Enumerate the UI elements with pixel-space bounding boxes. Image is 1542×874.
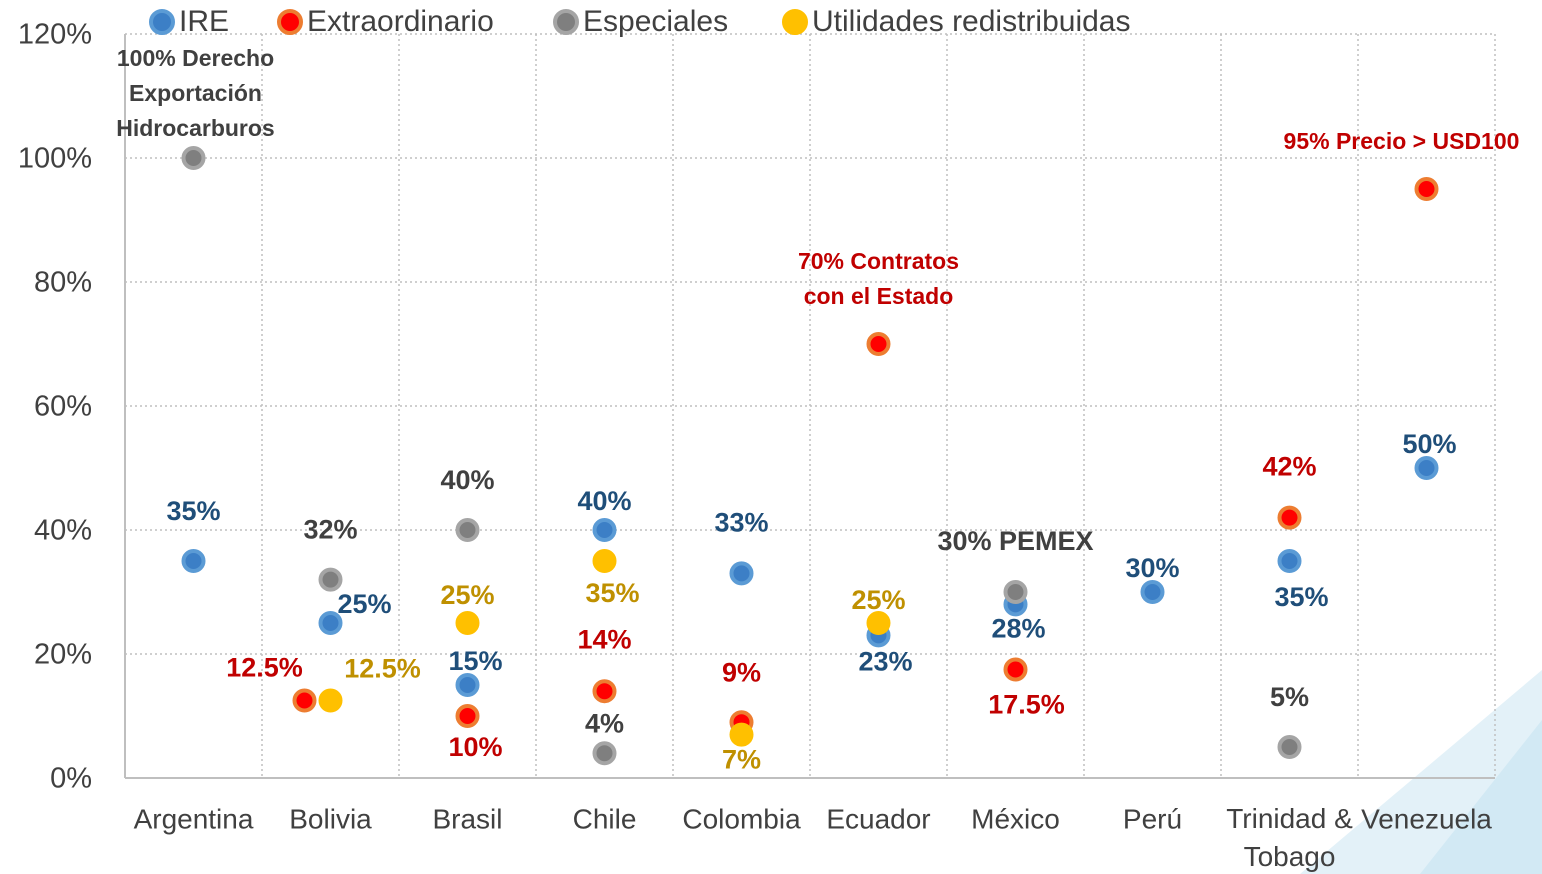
y-tick-label: 100%: [18, 143, 92, 175]
point: [1414, 177, 1439, 201]
point: [181, 146, 206, 170]
data-label: 5%: [1270, 682, 1309, 712]
point: [1277, 549, 1302, 573]
x-tick-label: Chile: [573, 803, 637, 834]
annotation: con el Estado: [804, 283, 954, 309]
data-label: 17.5%: [988, 690, 1065, 720]
point: [592, 741, 617, 766]
data-label: 35%: [585, 578, 639, 608]
data-label: 14%: [577, 624, 631, 654]
point: [318, 688, 343, 713]
y-tick-label: 0%: [50, 763, 92, 795]
data-label: 12.5%: [344, 654, 421, 684]
point: [592, 679, 617, 704]
data-label: 15%: [448, 646, 502, 676]
point: [1277, 735, 1302, 759]
y-tick-label: 40%: [34, 515, 92, 547]
point: [181, 549, 206, 573]
x-tick-label: Brasil: [432, 803, 502, 834]
data-label: 12.5%: [226, 653, 303, 683]
decoration: [1420, 720, 1542, 874]
data-label: 35%: [166, 496, 220, 526]
point: [729, 722, 754, 747]
data-label: 50%: [1402, 429, 1456, 459]
x-tick-label: Venezuela: [1361, 803, 1492, 834]
data-label: 33%: [714, 508, 768, 538]
legend-marker: [782, 9, 808, 35]
data-label: 30% PEMEX: [937, 526, 1093, 556]
point: [318, 611, 343, 635]
legend-label: Utilidades redistribuidas: [812, 5, 1131, 38]
annotation: Hidrocarburos: [116, 115, 274, 141]
point: [292, 688, 317, 713]
point: [1414, 456, 1439, 480]
data-label: 40%: [577, 486, 631, 516]
point: [455, 611, 480, 635]
legend-marker: [277, 9, 303, 35]
legend-marker: [149, 9, 175, 35]
data-label: 32%: [303, 515, 357, 545]
legend-label: Extraordinario: [307, 5, 494, 38]
point: [1003, 580, 1028, 604]
data-label: 4%: [585, 708, 624, 738]
point: [866, 332, 891, 356]
data-label: 28%: [991, 614, 1045, 644]
x-tick-label: Ecuador: [826, 803, 930, 834]
legend-label: Especiales: [583, 5, 728, 38]
data-label: 7%: [722, 745, 761, 775]
point: [455, 518, 480, 542]
data-label: 9%: [722, 657, 761, 687]
point: [455, 673, 480, 697]
point: [1277, 505, 1302, 530]
data-label: 35%: [1274, 582, 1328, 612]
data-label: 40%: [440, 465, 494, 495]
y-tick-label: 20%: [34, 639, 92, 671]
annotation: Exportación: [129, 80, 262, 106]
data-label: 30%: [1125, 553, 1179, 583]
data-label: 42%: [1262, 452, 1316, 482]
point: [455, 704, 480, 728]
point: [729, 561, 754, 586]
data-label: 10%: [448, 732, 502, 762]
y-tick-label: 120%: [18, 19, 92, 51]
x-tick-label: Bolivia: [289, 803, 372, 834]
x-tick-label: Colombia: [682, 803, 801, 834]
point: [866, 611, 891, 635]
x-tick-label: Trinidad & Tobago: [1226, 803, 1353, 872]
data-label: 95% Precio > USD100: [1284, 128, 1520, 154]
x-tick-label: Argentina: [134, 803, 254, 834]
point: [318, 567, 343, 592]
legend-marker: [553, 9, 579, 35]
data-label: 25%: [851, 585, 905, 615]
data-label: 23%: [858, 647, 912, 677]
point: [592, 518, 617, 542]
point: [592, 549, 617, 573]
y-tick-label: 60%: [34, 391, 92, 423]
annotation: 100% Derecho: [117, 45, 274, 71]
x-tick-label: México: [971, 803, 1060, 834]
point: [1003, 657, 1028, 682]
x-tick-label: Perú: [1123, 803, 1182, 834]
data-label: 25%: [337, 589, 391, 619]
annotation: 70% Contratos: [798, 248, 959, 274]
data-label: 25%: [440, 580, 494, 610]
point: [1140, 580, 1165, 604]
legend-label: IRE: [179, 5, 229, 38]
y-tick-label: 80%: [34, 267, 92, 299]
